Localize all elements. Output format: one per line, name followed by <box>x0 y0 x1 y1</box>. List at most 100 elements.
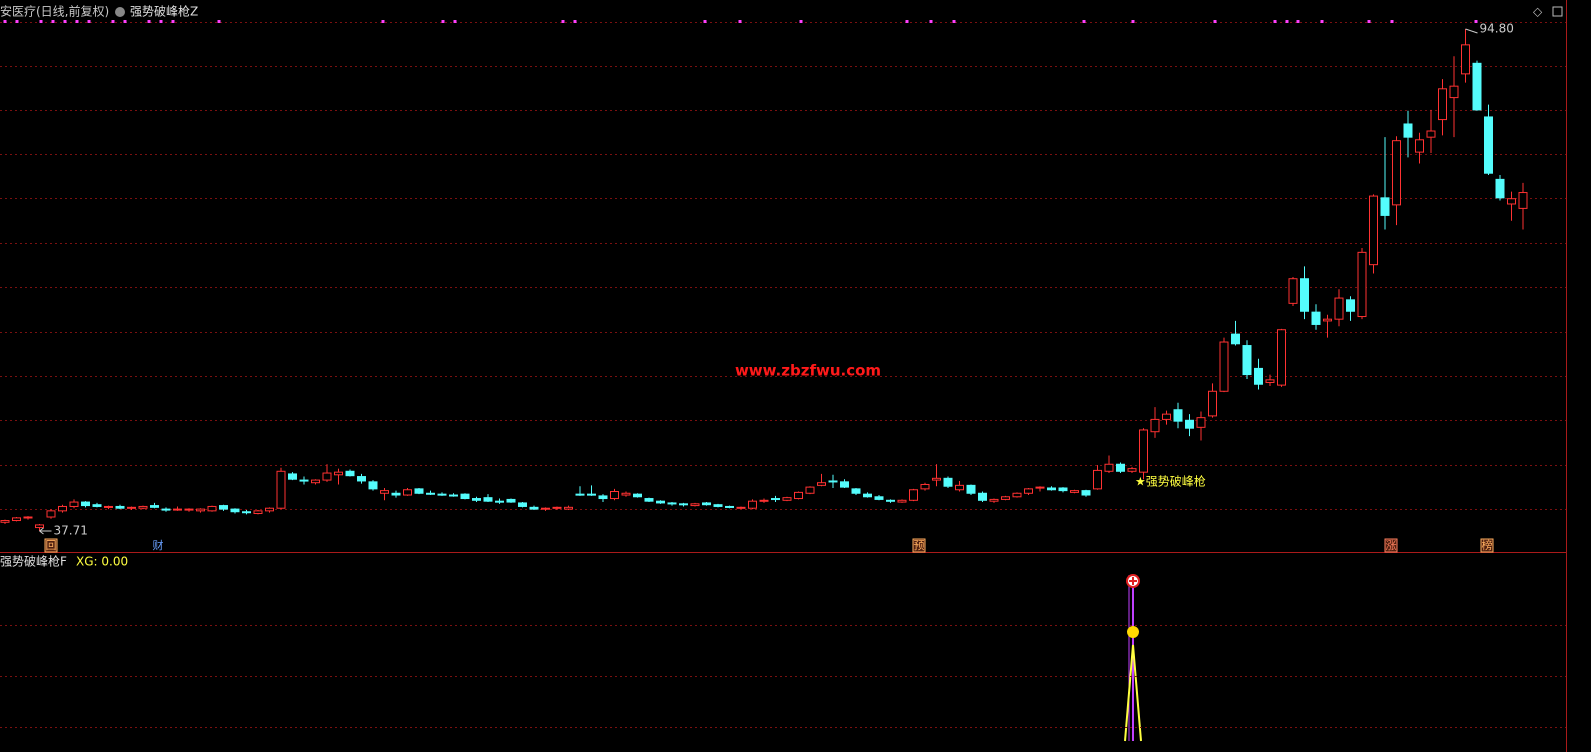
candle-body <box>1484 116 1493 174</box>
candle-body <box>587 493 596 496</box>
candle-body <box>1472 62 1482 111</box>
candle-body <box>702 502 711 506</box>
event-tag-box <box>1480 538 1494 553</box>
window-icon[interactable] <box>1552 6 1563 17</box>
candle-body <box>1300 278 1309 312</box>
candle-body <box>897 499 907 503</box>
candle-body <box>0 520 10 523</box>
candle-body <box>230 508 240 513</box>
candle-body <box>1323 318 1332 322</box>
signal-dot <box>39 20 43 23</box>
candle-body <box>69 501 79 507</box>
candle-body <box>1507 198 1516 205</box>
candle-body <box>1173 409 1183 422</box>
candle-body <box>1127 468 1137 472</box>
candle-body <box>322 472 332 481</box>
candle-body <box>552 506 562 509</box>
signal-dot <box>1296 20 1300 23</box>
candle-body <box>138 505 148 509</box>
diamond-icon[interactable]: ◇ <box>1533 5 1543 19</box>
candle-body <box>840 481 849 488</box>
low-label: 37.71 <box>54 523 88 537</box>
candle-body <box>1116 463 1125 472</box>
candle-body <box>955 484 964 491</box>
signal-dot <box>905 20 909 23</box>
candle-body <box>713 504 723 507</box>
candle-body <box>472 498 481 501</box>
signal-dot <box>1273 20 1277 23</box>
candle-body <box>58 505 67 512</box>
dropdown-icon[interactable] <box>115 7 125 17</box>
candle-body <box>1219 341 1229 392</box>
candle-body <box>1231 333 1240 345</box>
candle-body <box>932 477 941 481</box>
indicator-xg: XG: 0.00 <box>76 555 128 569</box>
signal-dot <box>952 20 956 23</box>
event-tag-box <box>1384 538 1398 553</box>
candle-body <box>621 492 631 496</box>
candle-body <box>575 493 585 496</box>
candle-body <box>610 491 619 500</box>
candle-body <box>81 501 90 507</box>
signal-dot <box>703 20 707 23</box>
candle-body <box>679 503 688 506</box>
candle-body <box>334 471 343 476</box>
candle-body <box>1518 192 1528 209</box>
candle-body <box>1196 417 1206 428</box>
candle-body <box>1288 278 1298 304</box>
candle-body <box>265 507 274 512</box>
candle-body <box>12 517 21 522</box>
signal-dot <box>441 20 445 23</box>
candle-body <box>1346 299 1355 312</box>
candle-body <box>759 499 769 502</box>
candle-body <box>92 504 102 507</box>
signal-dot <box>51 20 55 23</box>
candle-body <box>311 479 320 484</box>
candle-body <box>874 496 884 500</box>
candle-body <box>1380 197 1390 216</box>
candle-body <box>1495 178 1505 199</box>
candle-body <box>35 524 44 529</box>
signal-dot <box>63 20 67 23</box>
signal-dot <box>3 20 7 23</box>
candle-body <box>886 499 895 502</box>
signal-dot <box>1474 20 1478 23</box>
signal-dot <box>159 20 163 23</box>
candle-body <box>851 488 861 494</box>
smile-icon <box>1127 626 1139 638</box>
candle-body <box>667 502 677 505</box>
high-label: 94.80 <box>1480 22 1514 36</box>
candle-body <box>196 508 205 512</box>
candle-body <box>127 506 136 509</box>
candle-body <box>173 508 182 511</box>
signal-dot <box>1285 20 1289 23</box>
signal-dot <box>111 20 115 23</box>
candle-body <box>828 480 838 483</box>
candle-body <box>1426 130 1436 138</box>
signal-dot <box>929 20 933 23</box>
candle-body <box>506 498 516 503</box>
signal-label: ★强势破峰枪 <box>1135 474 1206 489</box>
candle-body <box>115 505 125 509</box>
candle-body <box>1047 487 1056 491</box>
candle-body <box>966 484 976 494</box>
candle-body <box>644 498 654 502</box>
candle-body <box>1242 345 1252 376</box>
symbol-title: 安医疗(日线,前复权) <box>0 4 109 19</box>
candle-body <box>1024 488 1033 494</box>
candle-body <box>1081 490 1091 496</box>
candle-body <box>771 498 780 501</box>
signal-dot <box>738 20 742 23</box>
candle-body <box>184 508 194 511</box>
formula-name: 强势破峰枪Z <box>130 4 198 19</box>
candle-body <box>242 511 251 514</box>
candle-body <box>288 473 297 480</box>
buy-icon-cross <box>1129 577 1137 585</box>
candle-body <box>345 470 355 477</box>
candle-body <box>805 486 815 494</box>
candle-body <box>1334 297 1344 320</box>
candle-body <box>1449 85 1459 99</box>
candle-body <box>1035 486 1045 489</box>
candle-body <box>1438 88 1447 121</box>
